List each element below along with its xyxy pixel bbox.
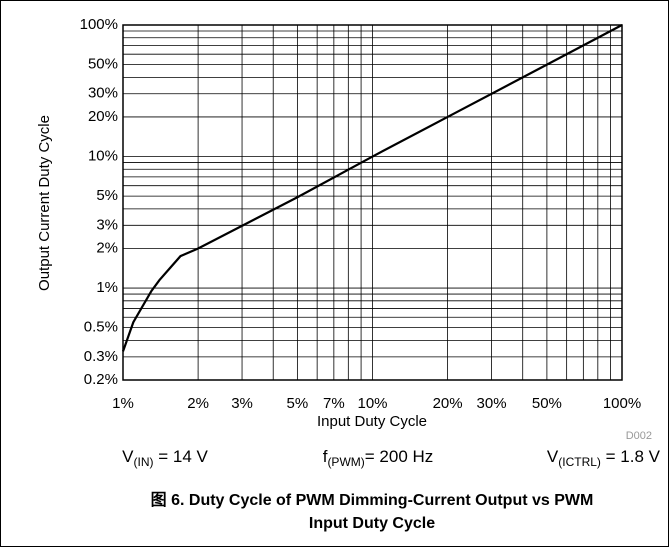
plot-border bbox=[122, 24, 623, 381]
y-tick-label: 30% bbox=[88, 85, 118, 102]
x-tick-label: 50% bbox=[532, 395, 562, 412]
y-tick-label: 3% bbox=[96, 216, 118, 233]
y-tick-label: 2% bbox=[96, 239, 118, 256]
y-tick-label: 100% bbox=[80, 16, 118, 33]
condition-base: f bbox=[323, 447, 328, 466]
line bbox=[121, 24, 623, 352]
x-tick-label: 1% bbox=[112, 395, 134, 412]
caption: 图 6. Duty Cycle of PWM Dimming-Current O… bbox=[151, 491, 594, 509]
y-tick-label: 20% bbox=[88, 108, 118, 125]
x-tick-label: 30% bbox=[477, 395, 507, 412]
y-tick-label: 0.3% bbox=[84, 348, 118, 365]
condition-rest: = 200 Hz bbox=[365, 447, 434, 466]
condition: V(ICTRL) = 1.8 V bbox=[547, 447, 661, 469]
x-tick-label: 10% bbox=[357, 395, 387, 412]
x-tick-label: 20% bbox=[433, 395, 463, 412]
condition-rest: = 1.8 V bbox=[601, 447, 661, 466]
x-tick-label: 2% bbox=[187, 395, 209, 412]
code: D002 bbox=[626, 430, 652, 442]
y-tick-label: 1% bbox=[96, 279, 118, 296]
y-tick-label: 10% bbox=[88, 148, 118, 165]
x-tick-label: 5% bbox=[287, 395, 309, 412]
x-tick-label: 7% bbox=[323, 395, 345, 412]
condition-sub: (ICTRL) bbox=[558, 455, 601, 469]
condition-rest: = 14 V bbox=[153, 447, 208, 466]
condition-base: V bbox=[122, 447, 134, 466]
caption: Input Duty Cycle bbox=[309, 515, 435, 532]
condition-sub: (IN) bbox=[133, 455, 153, 469]
condition-sub: (PWM) bbox=[327, 455, 364, 469]
y-axis-label: Output Current Duty Cycle bbox=[36, 115, 53, 291]
x-axis-label: Input Duty Cycle bbox=[317, 413, 427, 430]
y-tick-label: 5% bbox=[96, 187, 118, 204]
x-tick-label: 100% bbox=[603, 395, 641, 412]
condition: V(IN) = 14 V bbox=[122, 447, 208, 469]
condition: f(PWM)= 200 Hz bbox=[323, 447, 434, 469]
y-tick-label: 0.2% bbox=[84, 371, 118, 388]
y-tick-label: 50% bbox=[88, 56, 118, 73]
condition-base: V bbox=[547, 447, 559, 466]
y-tick-label: 0.5% bbox=[84, 319, 118, 336]
x-tick-label: 3% bbox=[231, 395, 253, 412]
